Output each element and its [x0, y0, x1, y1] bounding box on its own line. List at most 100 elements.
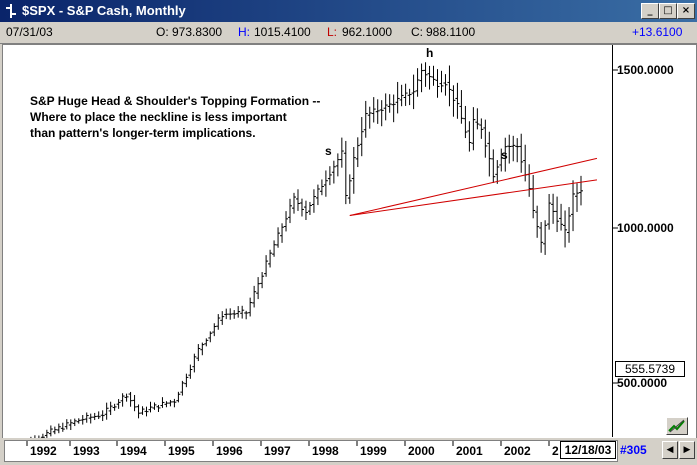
ohlc-bar [551, 193, 556, 224]
year-label: 1992 [30, 444, 57, 458]
ohlc-bar [48, 425, 53, 437]
ohlc-bar [228, 308, 233, 320]
year-label: 2 [552, 444, 559, 458]
close-icon[interactable]: × [677, 3, 695, 19]
ohlc-bar [192, 353, 197, 373]
year-label: 2000 [408, 444, 435, 458]
ohlc-bar [391, 94, 396, 123]
ohlc-bar [375, 99, 380, 124]
low-label: L: [327, 25, 338, 39]
ohlc-bar [459, 90, 464, 124]
low-value: 962.1000 [342, 25, 393, 39]
year-label: 1999 [360, 444, 387, 458]
ohlc-bar [232, 310, 237, 319]
ohlc-bar [208, 331, 213, 343]
ohlc-bar [363, 100, 368, 138]
price-label-1500: 1500.0000 [617, 63, 674, 77]
price-axis[interactable]: 1500.0000 1000.0000 500.0000 [612, 45, 696, 437]
ohlc-bar [112, 403, 117, 411]
ohlc-bar [311, 189, 316, 213]
year-label: 1995 [168, 444, 195, 458]
ohlc-bar [399, 84, 404, 107]
ohlc-bar [371, 97, 376, 123]
ohlc-bar [323, 170, 328, 197]
ohlc-bar [519, 133, 524, 173]
ohlc-bar [351, 147, 356, 194]
ohlc-bar [439, 70, 444, 93]
ohlc-bar [224, 308, 229, 320]
ohlc-bar [467, 121, 472, 152]
year-label: 1994 [120, 444, 147, 458]
ohlc-bar [88, 413, 93, 424]
cursor-date: 12/18/03 [560, 441, 616, 459]
ohlc-bar [56, 423, 61, 434]
ohlc-bar [34, 435, 36, 438]
scroll-left-icon[interactable]: ◀ [662, 441, 678, 459]
ohlc-bar [319, 179, 324, 196]
ohlc-bar [52, 426, 57, 435]
price-label-500: 500.0000 [617, 376, 668, 390]
ohlc-bar [511, 135, 516, 162]
ohlc-bar [499, 148, 504, 172]
neckline-lower[interactable] [349, 179, 598, 217]
ohlc-bar [216, 314, 221, 330]
ohlc-bar [108, 401, 113, 416]
ohlc-bar [579, 175, 583, 206]
ohlc-bar [236, 306, 241, 318]
ohlc-bar [475, 108, 480, 130]
ohlc-bar [527, 164, 532, 197]
ohlc-bar [355, 137, 360, 168]
ohlc-bar [335, 153, 340, 177]
scroll-right-icon[interactable]: ▶ [679, 441, 695, 459]
ohlc-bar [367, 106, 372, 129]
ohlc-bar [535, 205, 540, 238]
chart-area[interactable] [2, 44, 697, 439]
ohlc-bar [60, 422, 65, 432]
ohlc-bar [44, 429, 49, 438]
ohlc-bar [423, 62, 428, 87]
open-value: 973.8300 [172, 25, 223, 39]
year-label: 1998 [312, 444, 339, 458]
ohlc-bar [343, 140, 348, 205]
ohlc-bar [339, 137, 344, 168]
ohlc-bar [427, 65, 432, 90]
ohlc-bar [395, 81, 400, 114]
year-label: 2001 [456, 444, 483, 458]
ohlc-bar [303, 200, 308, 221]
ohlc-bar [240, 305, 245, 319]
ohlc-bar [180, 380, 185, 396]
ohlc-bar [547, 194, 552, 230]
ohlc-bar [539, 222, 544, 253]
ohlc-bar [347, 174, 352, 204]
ohlc-bar [507, 134, 512, 164]
ohlc-bar [164, 401, 169, 408]
ohlc-bar [559, 203, 564, 231]
ohlc-bar [571, 180, 576, 232]
maximize-icon[interactable]: □ [659, 3, 677, 19]
ohlc-bar [407, 88, 412, 106]
ohlc-bar [307, 201, 312, 215]
ohlc-bar [331, 160, 336, 184]
ohlc-bar [160, 397, 165, 408]
time-axis[interactable]: 1992 1993 1994 1995 1996 1997 1998 1999 … [4, 440, 618, 462]
ohlc-bar [68, 419, 73, 431]
annotation-line-2: Where to place the neckline is less impo… [30, 110, 287, 124]
neckline-upper[interactable] [349, 157, 598, 217]
ohlc-bar [84, 412, 89, 423]
chart-zoom-icon[interactable] [666, 417, 688, 435]
ohlc-bar [447, 65, 452, 107]
ohlc-bar [515, 138, 520, 163]
ohlc-bar [387, 94, 392, 113]
ohlc-bar [419, 63, 424, 93]
ohlc-bar [120, 393, 125, 407]
ohlc-bar [128, 391, 133, 407]
chart-page-number: #305 [620, 443, 647, 457]
minimize-icon[interactable]: _ [641, 3, 659, 19]
ohlc-bar [411, 74, 416, 110]
ohlc-bar [196, 344, 201, 362]
ohlc-bar [96, 411, 101, 420]
ohlc-bar [431, 65, 436, 86]
price-chart[interactable] [3, 45, 613, 438]
left-shoulder-label: s [325, 144, 332, 158]
ohlc-bar [463, 105, 468, 139]
